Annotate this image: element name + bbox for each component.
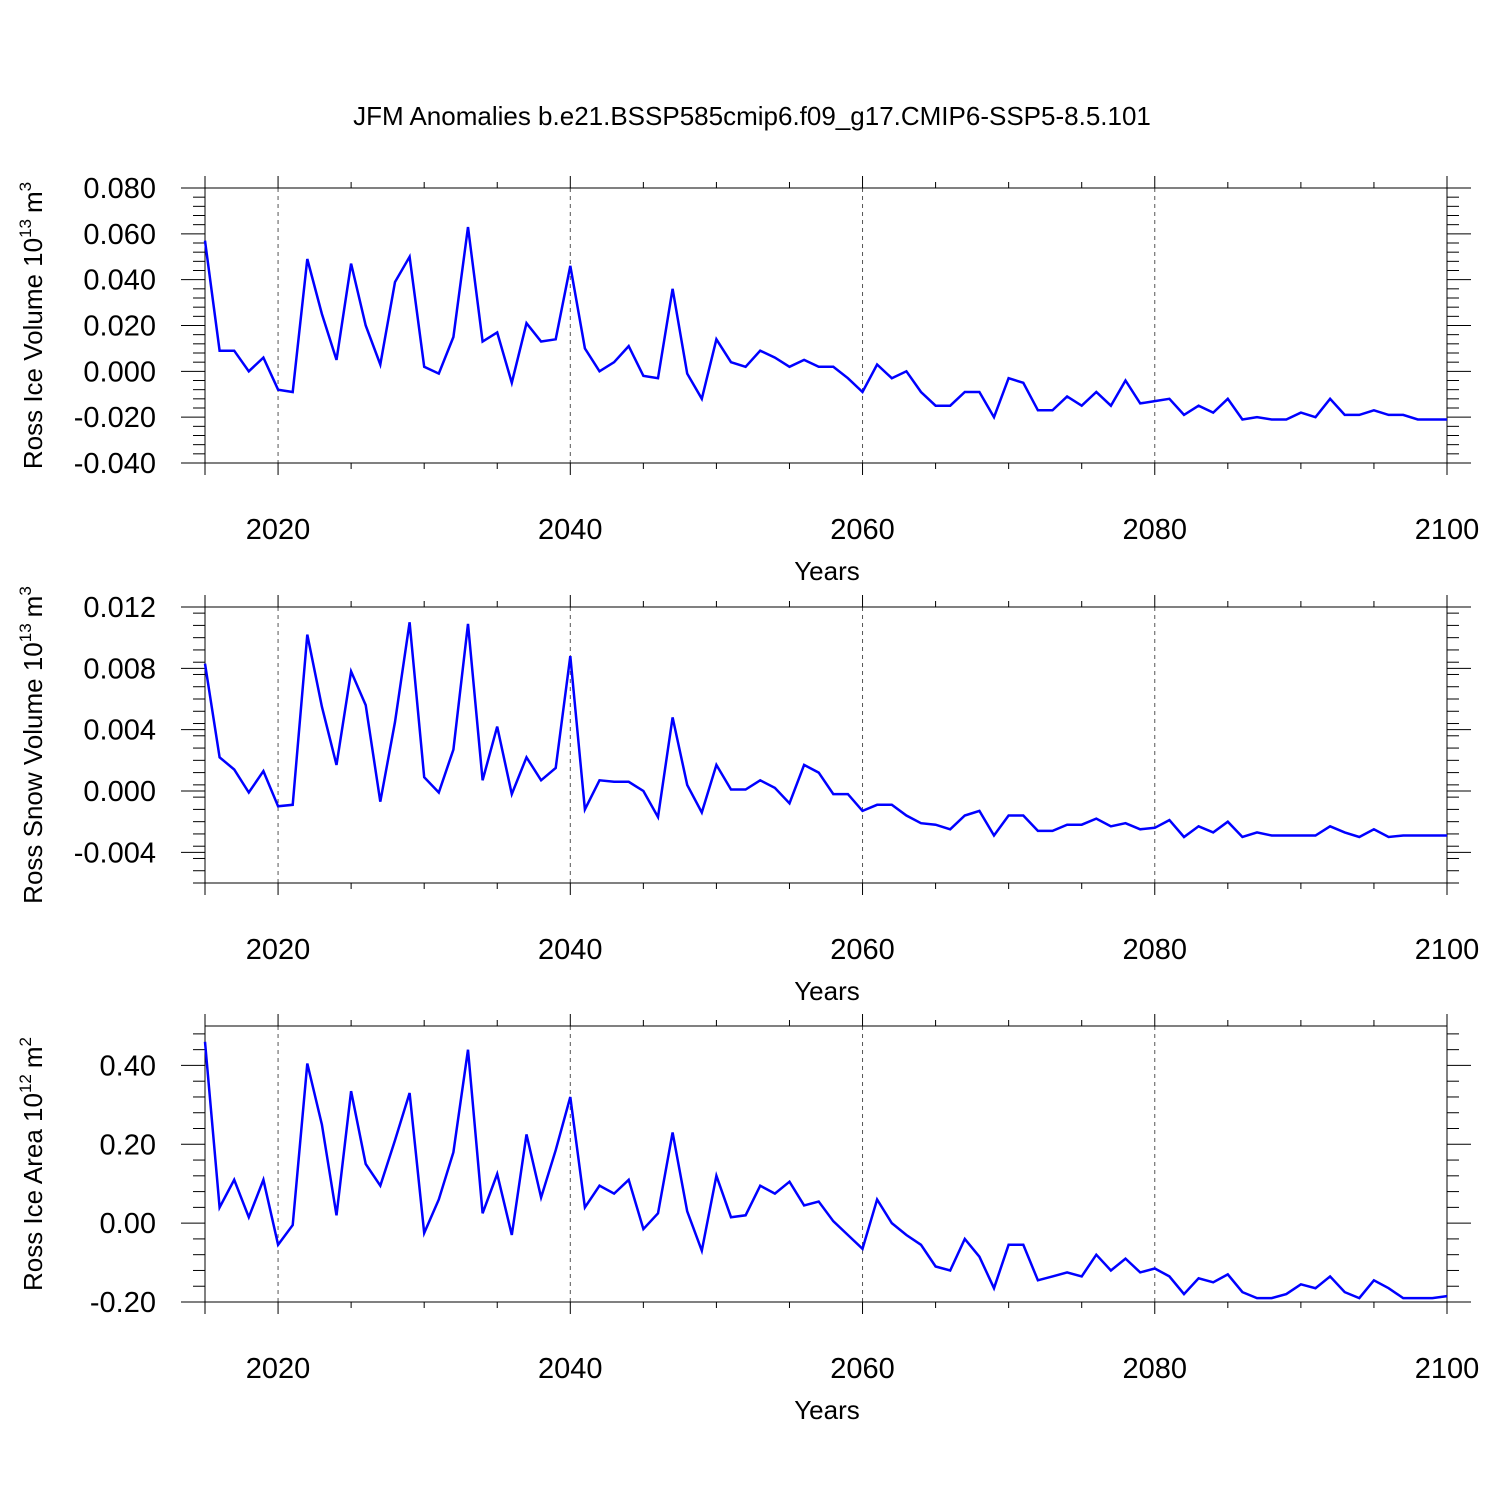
panels: 0.080 0.060 0.040 0.020 0.000 -0.020 -0.040 202… [16,173,1479,1425]
x-tick-label: 2040 [538,934,603,966]
series-line [203,226,1447,421]
x-axis-title: Years [794,556,860,586]
x-tick-label: 2020 [246,934,311,966]
y-tick-label: 0.040 [83,265,156,297]
x-tick-label: 2080 [1123,514,1188,546]
x-tick-label: 2100 [1415,514,1480,546]
x-tick-label: 2020 [246,514,311,546]
y-axis-title: Ross Ice Area 1012 m2 [16,1037,48,1291]
y-axis-title-exponent: 13 [16,219,35,238]
y-axis-title-exponent: 13 [16,623,35,642]
y-tick-label: 0.40 [100,1050,156,1082]
y-tick-label: -0.020 [74,402,156,434]
y-axis-title-unit: m [18,596,48,618]
y-tick-label: 0.00 [100,1208,156,1240]
x-tick-label: 2080 [1123,1353,1188,1385]
x-tick-label: 2040 [538,514,603,546]
y-axis-title-text: Ross Ice Volume 10 [18,238,48,469]
panel-3: 0.40 0.20 0.00 -0.20 2020 2040 2060 2080 2100 Yea… [16,1014,1479,1425]
y-axis-title-unit: m [18,1046,48,1068]
x-axis-title: Years [794,1395,860,1425]
y-tick-label: 0.020 [83,311,156,343]
y-tick-label: 0.20 [100,1129,156,1161]
x-tick-label: 2080 [1123,934,1188,966]
y-axis-title-text: Ross Snow Volume 10 [18,642,48,904]
y-tick-label: 0.008 [83,653,156,685]
series-line [203,1041,1448,1300]
x-axis-title: Years [794,976,860,1006]
y-tick-label: -0.004 [74,837,156,869]
x-tick-label: 2100 [1415,1353,1480,1385]
chart-title: JFM Anomalies b.e21.BSSP585cmip6.f09_g17… [353,101,1151,131]
y-axis-title-exponent: 12 [16,1074,35,1093]
y-axis-title: Ross Ice Volume 1013 m3 [16,182,48,469]
y-axis-title-unit-exponent: 3 [16,586,35,595]
x-tick-label: 2020 [246,1353,311,1385]
y-tick-label: 0.012 [83,592,156,624]
y-tick-label: -0.040 [74,448,156,480]
y-axis-title-unit-exponent: 2 [16,1037,35,1046]
y-tick-label: 0.060 [83,219,156,251]
x-tick-label: 2060 [830,934,895,966]
x-tick-label: 2040 [538,1353,603,1385]
x-tick-label: 2060 [830,514,895,546]
y-axis-title-text: Ross Ice Area 10 [18,1093,48,1291]
y-tick-label: 0.004 [83,715,156,747]
y-tick-label: 0.000 [83,356,156,388]
x-tick-label: 2100 [1415,934,1480,966]
y-tick-label: 0.080 [83,173,156,205]
panel-2: 0.012 0.008 0.004 0.000 -0.004 2020 2040 2060 20… [16,586,1479,1006]
y-axis-title-unit-exponent: 3 [16,182,35,191]
x-tick-label: 2060 [830,1353,895,1385]
y-axis-title-unit: m [18,191,48,213]
panel-1: 0.080 0.060 0.040 0.020 0.000 -0.020 -0.040 202… [16,173,1479,586]
y-axis-title: Ross Snow Volume 1013 m3 [16,586,48,904]
series-line [203,622,1447,839]
y-tick-label: -0.20 [90,1287,156,1319]
y-tick-label: 0.000 [83,776,156,808]
